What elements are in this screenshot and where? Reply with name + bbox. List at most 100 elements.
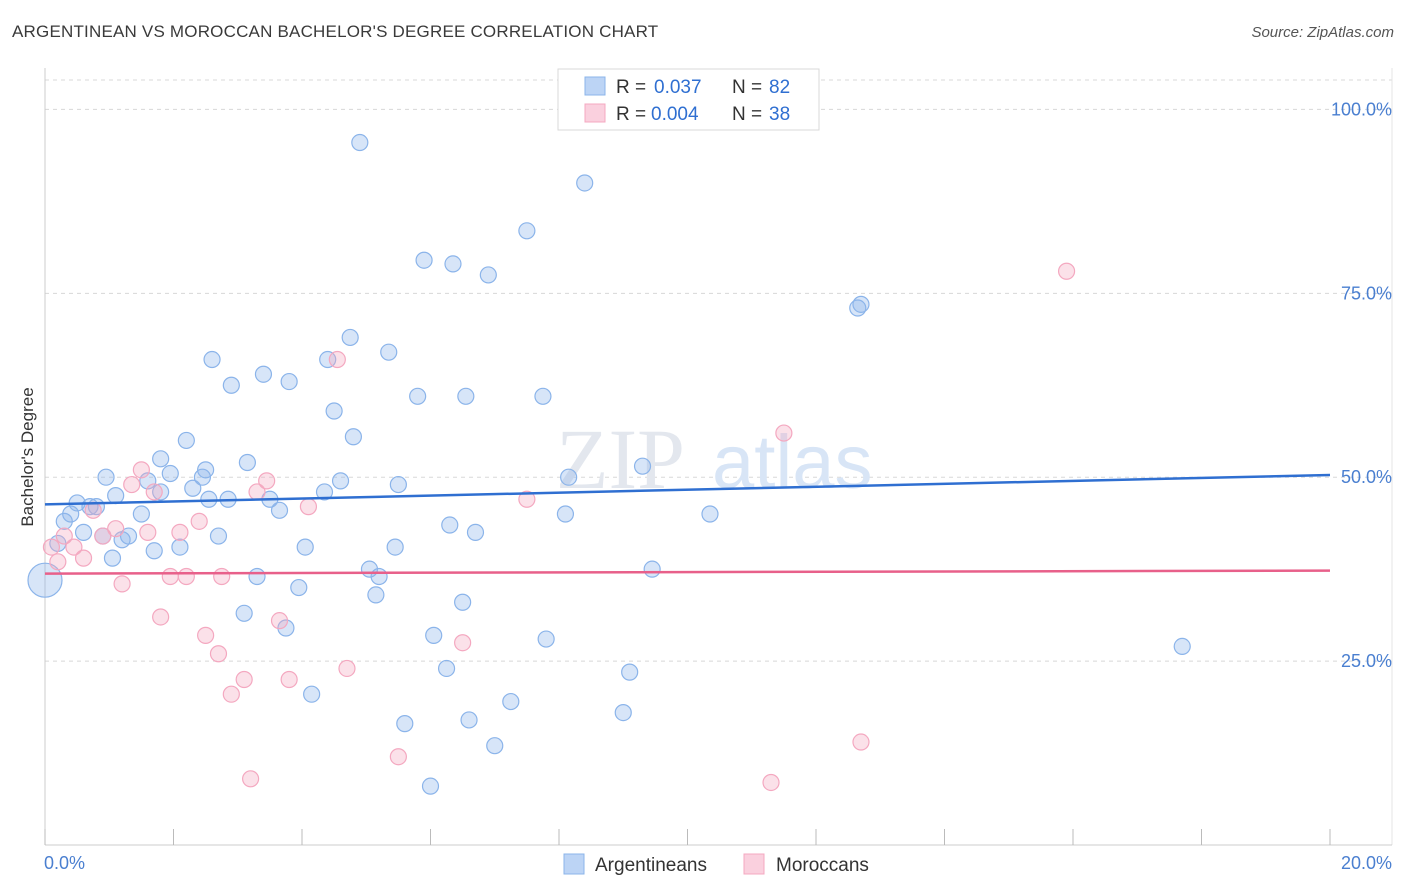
argentinean-point bbox=[303, 685, 321, 703]
moroccan-point bbox=[258, 472, 276, 490]
argentinean-point bbox=[270, 501, 289, 519]
y-tick-label: 75.0% bbox=[1341, 283, 1392, 303]
moroccan-point bbox=[852, 733, 870, 751]
moroccan-point bbox=[518, 490, 536, 508]
argentinean-point bbox=[325, 402, 343, 420]
x-tick-label-min: 0.0% bbox=[44, 853, 85, 873]
moroccan-point bbox=[222, 685, 240, 703]
legend-r-value-2: 0.004 bbox=[651, 104, 699, 125]
argentinean-point bbox=[351, 133, 369, 152]
moroccan-point bbox=[107, 520, 125, 538]
argentinean-trend-line bbox=[44, 473, 1331, 506]
argentinean-point bbox=[296, 538, 314, 556]
argentinean-point bbox=[444, 255, 462, 273]
moroccan-point bbox=[270, 612, 289, 630]
legend-r-label-1: R = bbox=[616, 77, 646, 98]
moroccan-point bbox=[152, 608, 170, 626]
argentinean-point bbox=[534, 387, 552, 405]
moroccan-point bbox=[762, 773, 780, 792]
argentinean-point bbox=[537, 630, 555, 648]
moroccan-point bbox=[84, 501, 102, 519]
moroccan-point bbox=[197, 626, 215, 644]
argentinean-point bbox=[27, 562, 63, 598]
moroccan-point bbox=[235, 670, 253, 689]
argentinean-point bbox=[479, 266, 497, 284]
moroccan-point bbox=[94, 527, 112, 545]
argentinean-point bbox=[200, 490, 218, 508]
moroccan-point bbox=[65, 538, 83, 556]
moroccan-trend-line bbox=[44, 569, 1331, 575]
argentinean-point bbox=[209, 527, 228, 545]
moroccan-point bbox=[389, 748, 407, 766]
argentinean-point bbox=[457, 387, 475, 405]
argentinean-point bbox=[556, 505, 575, 523]
argentinean-point bbox=[315, 483, 334, 501]
argentinean-point bbox=[203, 350, 221, 369]
legend-r-value-1: 0.037 bbox=[654, 77, 702, 98]
moroccan-point bbox=[42, 538, 61, 556]
argentinean-point bbox=[184, 479, 202, 497]
argentinean-point bbox=[107, 487, 125, 505]
argentinean-point bbox=[197, 461, 215, 479]
legend-n-label-2: N = bbox=[732, 104, 762, 125]
moroccan-point bbox=[177, 567, 195, 586]
legend-n-value-2: 38 bbox=[769, 104, 790, 125]
argentinean-point bbox=[460, 711, 478, 729]
moroccan-point bbox=[123, 475, 141, 494]
legend-swatch-moroccans bbox=[584, 103, 606, 123]
moroccan-point bbox=[280, 670, 298, 689]
moroccan-point bbox=[113, 575, 131, 593]
argentinean-point bbox=[1173, 637, 1191, 655]
axes bbox=[44, 68, 1393, 846]
y-tick-label: 50.0% bbox=[1341, 467, 1392, 487]
moroccan-point bbox=[49, 553, 67, 571]
argentinean-point bbox=[145, 542, 163, 560]
argentinean-point bbox=[152, 450, 170, 468]
moroccan-point bbox=[145, 483, 163, 501]
x-tick-label-max: 20.0% bbox=[1341, 853, 1392, 873]
argentinean-point bbox=[409, 387, 427, 405]
data-points bbox=[27, 133, 1191, 795]
y-tick-label: 25.0% bbox=[1341, 651, 1392, 671]
argentinean-point bbox=[235, 604, 253, 622]
y-tick-labels: 25.0% 50.0% 75.0% 100.0% bbox=[1331, 99, 1392, 671]
y-tick-label: 100.0% bbox=[1331, 99, 1392, 119]
argentinean-point bbox=[614, 703, 632, 722]
argentinean-point bbox=[633, 457, 652, 475]
moroccan-point bbox=[74, 549, 93, 567]
argentinean-point bbox=[441, 516, 459, 534]
moroccan-point bbox=[299, 498, 318, 516]
argentinean-point bbox=[389, 475, 407, 494]
argentinean-point bbox=[367, 586, 385, 604]
moroccan-point bbox=[161, 567, 179, 586]
argentinean-point bbox=[486, 737, 504, 755]
legend-swatch-argentineans bbox=[584, 76, 606, 96]
moroccan-point bbox=[190, 512, 208, 530]
bottom-legend-swatch-moroccans bbox=[743, 853, 765, 875]
argentinean-point bbox=[502, 692, 520, 711]
moroccan-point bbox=[338, 659, 356, 678]
moroccan-point bbox=[775, 424, 793, 442]
argentinean-point bbox=[341, 328, 359, 347]
argentinean-point bbox=[425, 626, 443, 644]
moroccan-point bbox=[209, 645, 228, 663]
moroccan-point bbox=[242, 770, 260, 788]
argentinean-point bbox=[161, 464, 179, 483]
moroccan-point bbox=[132, 461, 150, 479]
argentinean-point bbox=[177, 431, 195, 450]
argentinean-point bbox=[380, 343, 398, 361]
moroccan-point bbox=[55, 527, 73, 545]
argentinean-point bbox=[97, 468, 115, 486]
moroccan-point bbox=[213, 567, 231, 586]
argentinean-point bbox=[576, 174, 594, 192]
argentinean-point bbox=[560, 468, 578, 486]
argentinean-point bbox=[852, 295, 870, 313]
argentinean-point bbox=[331, 472, 350, 490]
argentinean-point bbox=[466, 523, 485, 541]
moroccan-point bbox=[454, 634, 472, 652]
argentinean-point bbox=[280, 372, 298, 391]
argentinean-point bbox=[396, 715, 414, 733]
argentinean-point bbox=[132, 505, 150, 523]
argentinean-point bbox=[621, 663, 639, 681]
